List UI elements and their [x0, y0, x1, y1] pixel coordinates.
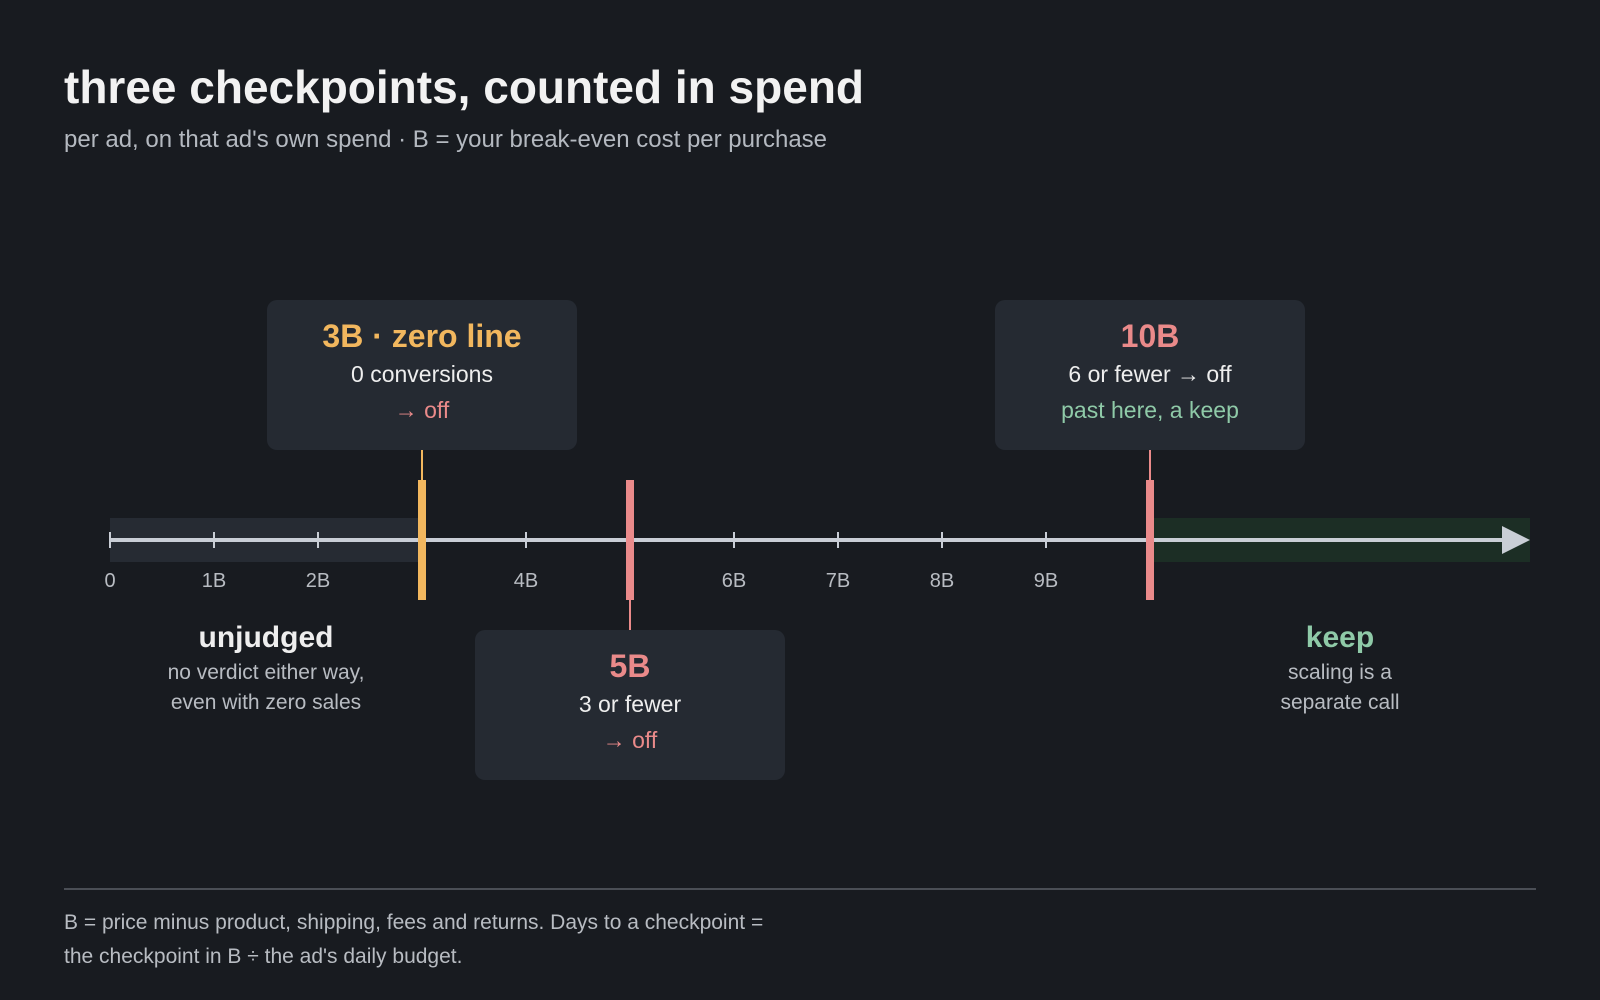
zone-note-line: even with zero sales [170, 691, 362, 714]
checkpoint-condition: 3 or fewer [578, 691, 682, 717]
checkpoint-card-3b: 3B · zero line 0 conversions → off [267, 300, 577, 450]
axis-ticks: 0 1B 2B 4B 6B 7B 8B 9B [104, 532, 1058, 592]
checkpoint-marker [418, 480, 426, 600]
checkpoint-title: 3B · zero line [322, 318, 522, 354]
zone-note-line: scaling is a [1288, 661, 1392, 684]
footer-line: B = price minus product, shipping, fees … [64, 911, 764, 934]
axis-tick-label: 6B [722, 570, 746, 592]
zone-title: keep [1305, 621, 1375, 654]
checkpoint-card-10b: 10B 6 or fewer → off past here, a keep [995, 300, 1305, 450]
axis-tick-label: 1B [202, 570, 226, 592]
zone-title: unjudged [198, 621, 334, 654]
checkpoint-marker [1146, 480, 1154, 600]
checkpoint-marker [626, 480, 634, 600]
zone-note-line: separate call [1280, 691, 1400, 714]
checkpoint-markers [418, 450, 1154, 630]
axis-tick-label: 8B [930, 570, 954, 592]
checkpoint-action: → off [394, 397, 450, 423]
zone-unjudged: unjudged no verdict either way, even wit… [116, 618, 416, 718]
checkpoint-action: → off [602, 727, 658, 753]
axis-tick-label: 4B [514, 570, 538, 592]
checkpoint-title: 5B [609, 648, 651, 684]
zone-note-line: no verdict either way, [167, 661, 365, 684]
zone-keep: keep scaling is a separate call [1190, 618, 1490, 718]
axis-tick-label: 0 [104, 570, 115, 592]
axis-tick-label: 9B [1034, 570, 1058, 592]
checkpoint-title: 10B [1120, 318, 1180, 354]
axis-tick-label: 2B [306, 570, 330, 592]
checkpoint-card-5b: 5B 3 or fewer → off [475, 630, 785, 780]
checkpoint-action: past here, a keep [1061, 397, 1239, 423]
page-title: three checkpoints, counted in spend [64, 61, 865, 113]
axis-tick-label: 7B [826, 570, 850, 592]
checkpoint-condition: 6 or fewer → off [1068, 361, 1232, 387]
page-subtitle: per ad, on that ad's own spend · B = you… [64, 126, 828, 153]
axis-arrow [1502, 526, 1530, 554]
footer-note: B = price minus product, shipping, fees … [64, 906, 763, 974]
checkpoint-condition: 0 conversions [351, 361, 493, 387]
footer-line: the checkpoint in B ÷ the ad's daily bud… [64, 945, 463, 968]
footer-divider [64, 888, 1536, 890]
